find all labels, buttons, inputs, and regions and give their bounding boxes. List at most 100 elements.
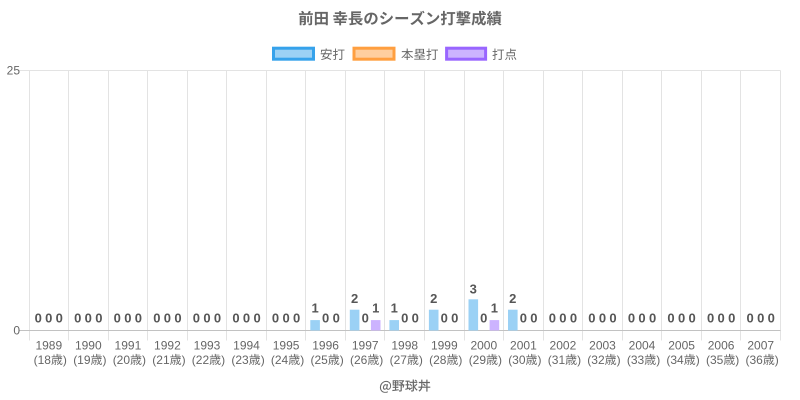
svg-text:0: 0 <box>322 310 329 325</box>
svg-text:0: 0 <box>174 310 181 325</box>
svg-text:0: 0 <box>628 310 635 325</box>
svg-text:1998: 1998 <box>391 339 418 353</box>
svg-text:1: 1 <box>311 301 318 316</box>
svg-text:2002: 2002 <box>550 339 577 353</box>
svg-text:0: 0 <box>757 310 764 325</box>
svg-text:): ) <box>735 353 739 367</box>
svg-text:): ) <box>775 353 779 367</box>
svg-text:1990: 1990 <box>75 339 102 353</box>
svg-text:(21: (21 <box>152 353 170 367</box>
svg-text:): ) <box>261 353 265 367</box>
svg-text:(27: (27 <box>390 353 408 367</box>
svg-text:(31: (31 <box>548 353 566 367</box>
svg-text:0: 0 <box>164 310 171 325</box>
svg-text:(22: (22 <box>192 353 210 367</box>
svg-text:0: 0 <box>441 310 448 325</box>
svg-text:0: 0 <box>214 310 221 325</box>
svg-text:0: 0 <box>114 310 121 325</box>
svg-text:0: 0 <box>13 324 20 338</box>
svg-text:0: 0 <box>717 310 724 325</box>
svg-text:0: 0 <box>678 310 685 325</box>
svg-text:): ) <box>63 353 67 367</box>
svg-text:0: 0 <box>688 310 695 325</box>
svg-text:1: 1 <box>491 301 498 316</box>
svg-text:0: 0 <box>609 310 616 325</box>
svg-text:2005: 2005 <box>668 339 695 353</box>
svg-text:): ) <box>498 353 502 367</box>
svg-text:0: 0 <box>401 310 408 325</box>
svg-text:1: 1 <box>372 301 379 316</box>
svg-text:1991: 1991 <box>115 339 142 353</box>
svg-text:(34: (34 <box>666 353 684 367</box>
svg-text:): ) <box>419 353 423 367</box>
svg-text:0: 0 <box>707 310 714 325</box>
svg-text:): ) <box>182 353 186 367</box>
svg-text:0: 0 <box>549 310 556 325</box>
svg-text:0: 0 <box>362 310 369 325</box>
svg-text:1996: 1996 <box>312 339 339 353</box>
svg-text:0: 0 <box>74 310 81 325</box>
svg-text:): ) <box>379 353 383 367</box>
svg-text:0: 0 <box>588 310 595 325</box>
svg-text:(33: (33 <box>627 353 645 367</box>
svg-text:0: 0 <box>293 310 300 325</box>
svg-text:2004: 2004 <box>629 339 656 353</box>
svg-text:(26: (26 <box>350 353 368 367</box>
svg-text:0: 0 <box>599 310 606 325</box>
svg-text:0: 0 <box>530 310 537 325</box>
svg-text:0: 0 <box>667 310 674 325</box>
svg-text:0: 0 <box>638 310 645 325</box>
svg-text:0: 0 <box>412 310 419 325</box>
svg-text:(32: (32 <box>587 353 605 367</box>
svg-text:2: 2 <box>351 291 358 306</box>
svg-text:1992: 1992 <box>154 339 181 353</box>
svg-text:(35: (35 <box>706 353 724 367</box>
svg-text:1994: 1994 <box>233 339 260 353</box>
svg-text:1993: 1993 <box>194 339 221 353</box>
svg-text:0: 0 <box>282 310 289 325</box>
svg-text:0: 0 <box>124 310 131 325</box>
svg-text:(29: (29 <box>469 353 487 367</box>
svg-text:0: 0 <box>95 310 102 325</box>
svg-text:25: 25 <box>7 64 21 78</box>
svg-text:0: 0 <box>85 310 92 325</box>
svg-text:2003: 2003 <box>589 339 616 353</box>
svg-text:): ) <box>103 353 107 367</box>
svg-text:2: 2 <box>430 291 437 306</box>
svg-text:2: 2 <box>509 291 516 306</box>
svg-text:2000: 2000 <box>470 339 497 353</box>
svg-text:): ) <box>340 353 344 367</box>
svg-text:0: 0 <box>203 310 210 325</box>
svg-text:(19: (19 <box>73 353 91 367</box>
svg-text:1: 1 <box>391 301 398 316</box>
svg-text:(18: (18 <box>34 353 52 367</box>
svg-text:3: 3 <box>470 281 477 296</box>
svg-text:0: 0 <box>253 310 260 325</box>
svg-text:): ) <box>458 353 462 367</box>
svg-text:(20: (20 <box>113 353 131 367</box>
svg-text:): ) <box>656 353 660 367</box>
svg-text:0: 0 <box>243 310 250 325</box>
svg-text:0: 0 <box>272 310 279 325</box>
svg-text:0: 0 <box>480 310 487 325</box>
svg-text:0: 0 <box>451 310 458 325</box>
svg-text:2001: 2001 <box>510 339 537 353</box>
svg-text:0: 0 <box>56 310 63 325</box>
svg-text:0: 0 <box>520 310 527 325</box>
svg-text:): ) <box>538 353 542 367</box>
svg-text:(24: (24 <box>271 353 289 367</box>
svg-text:0: 0 <box>333 310 340 325</box>
svg-text:0: 0 <box>768 310 775 325</box>
svg-text:): ) <box>300 353 304 367</box>
svg-text:(36: (36 <box>746 353 764 367</box>
svg-text:): ) <box>577 353 581 367</box>
svg-text:): ) <box>696 353 700 367</box>
svg-text:): ) <box>142 353 146 367</box>
svg-text:0: 0 <box>570 310 577 325</box>
svg-text:0: 0 <box>153 310 160 325</box>
svg-text:): ) <box>617 353 621 367</box>
svg-text:0: 0 <box>728 310 735 325</box>
svg-text:0: 0 <box>559 310 566 325</box>
svg-text:(23: (23 <box>231 353 249 367</box>
svg-text:0: 0 <box>232 310 239 325</box>
